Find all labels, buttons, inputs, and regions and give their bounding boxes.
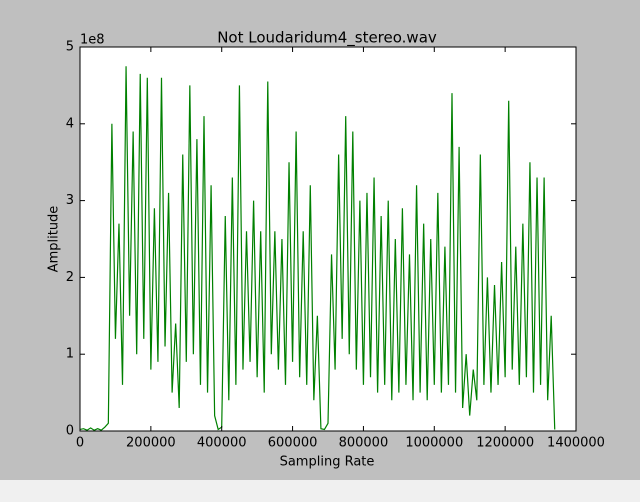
y-axis-label: Amplitude [47, 206, 62, 273]
y-tick-label: 5 [66, 40, 74, 55]
x-tick-label: 200000 [126, 436, 176, 451]
x-tick-label: 0 [76, 436, 84, 451]
y-tick-label: 0 [66, 424, 74, 439]
x-tick-label: 400000 [197, 436, 247, 451]
y-tick-label: 3 [66, 193, 74, 208]
y-offset-label: 1e8 [80, 33, 105, 48]
data-line [79, 66, 556, 431]
y-tick-label: 2 [66, 270, 74, 285]
chart-title: Not Loudaridum4_stereo.wav [217, 29, 437, 48]
x-tick-label: 600000 [268, 436, 318, 451]
plot-frame [79, 46, 577, 432]
x-axis-label: Sampling Rate [280, 455, 375, 470]
x-tick-label: 1200000 [476, 436, 534, 451]
x-tick-label: 800000 [339, 436, 389, 451]
y-tick-label: 1 [66, 347, 74, 362]
x-tick-label: 1000000 [405, 436, 463, 451]
x-tick-label: 1400000 [547, 436, 605, 451]
y-tick-label: 4 [66, 116, 74, 131]
plot-area [80, 47, 576, 431]
